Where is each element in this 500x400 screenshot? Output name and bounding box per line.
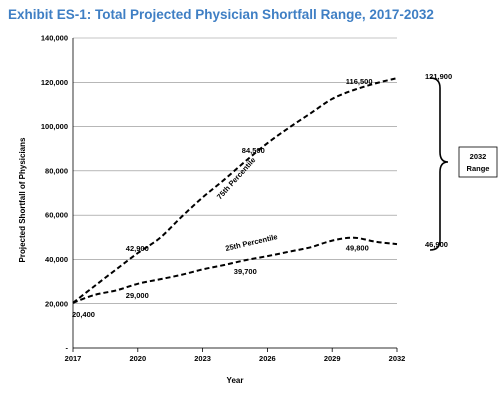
data-label: 20,400 <box>72 310 95 319</box>
y-tick-label: 80,000 <box>45 166 68 175</box>
y-axis-label: Projected Shortfall of Physicians <box>18 137 27 262</box>
y-tick-label: 100,000 <box>41 122 68 131</box>
series-line-75th-percentile <box>72 77 398 304</box>
y-tick-label: 40,000 <box>45 255 68 264</box>
y-tick-label: - <box>66 344 69 353</box>
range-bracket <box>429 77 449 251</box>
x-axis-ticks: 2017 2020 2023 2026 2029 2032 <box>65 348 406 363</box>
x-tick-label: 2026 <box>259 354 276 363</box>
range-box-year: 2032 <box>470 152 487 161</box>
data-label: 116,500 <box>346 77 373 86</box>
data-label: 121,900 <box>425 72 452 81</box>
data-label: 29,000 <box>126 291 149 300</box>
chart-title: Exhibit ES-1: Total Projected Physician … <box>8 7 434 22</box>
y-tick-label: 140,000 <box>41 34 68 43</box>
x-axis-label: Year <box>227 376 244 385</box>
x-tick-label: 2017 <box>65 354 82 363</box>
series-line-25th-percentile <box>72 236 398 304</box>
data-label: 84,500 <box>242 146 265 155</box>
range-box-label: Range <box>467 164 490 173</box>
data-label: 46,900 <box>425 240 448 249</box>
y-tick-label: 20,000 <box>45 299 68 308</box>
y-tick-label: 120,000 <box>41 78 68 87</box>
x-tick-label: 2029 <box>324 354 341 363</box>
series-lines <box>72 77 398 304</box>
y-tick-label: 60,000 <box>45 211 68 220</box>
series-label-25th: 25th Percentile <box>224 232 278 253</box>
data-labels: 20,400 42,900 84,500 116,500 121,900 29,000 39… <box>72 72 452 319</box>
data-label: 39,700 <box>234 267 257 276</box>
x-tick-label: 2032 <box>389 354 406 363</box>
data-label: 49,800 <box>346 244 369 253</box>
range-box <box>458 146 498 178</box>
y-axis-ticks: - 20,000 40,000 60,000 80,000 100,000 120,000 1… <box>41 34 69 353</box>
x-tick-label: 2023 <box>194 354 211 363</box>
series-label-75th: 75th Percentile <box>215 155 257 201</box>
data-label: 42,900 <box>126 244 149 253</box>
x-tick-label: 2020 <box>129 354 146 363</box>
